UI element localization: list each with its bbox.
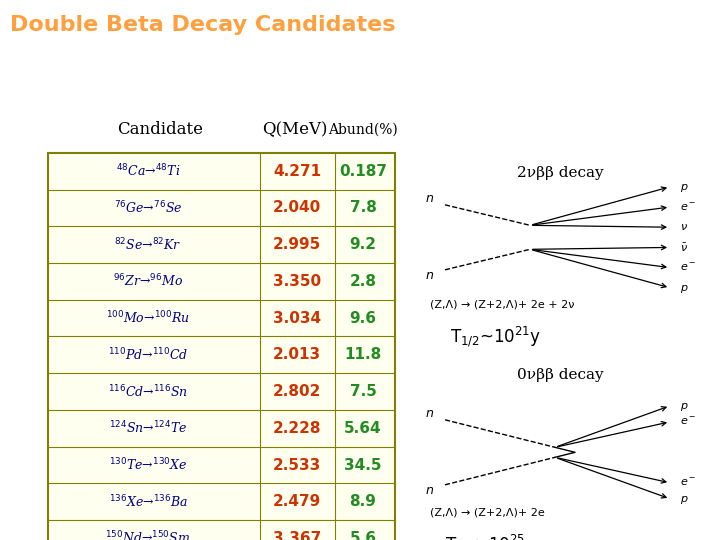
Text: 2.533: 2.533 xyxy=(273,457,321,472)
Text: p: p xyxy=(680,182,687,192)
Text: 2.040: 2.040 xyxy=(273,200,321,215)
Text: $^{130}$Te→$^{130}$Xe: $^{130}$Te→$^{130}$Xe xyxy=(109,457,187,473)
Text: n: n xyxy=(426,484,434,497)
Text: 2.013: 2.013 xyxy=(273,347,321,362)
Text: $^{82}$Se→$^{82}$Kr: $^{82}$Se→$^{82}$Kr xyxy=(114,237,181,253)
Text: 34.5: 34.5 xyxy=(344,457,382,472)
Text: 9.6: 9.6 xyxy=(349,310,377,326)
Text: 8.9: 8.9 xyxy=(350,494,377,509)
Text: 2.802: 2.802 xyxy=(273,384,321,399)
Text: $^{116}$Cd→$^{116}$Sn: $^{116}$Cd→$^{116}$Sn xyxy=(108,383,188,400)
Text: 2.228: 2.228 xyxy=(273,421,321,436)
Text: $^{96}$Zr→$^{96}$Mo: $^{96}$Zr→$^{96}$Mo xyxy=(113,273,183,289)
Text: 5.64: 5.64 xyxy=(344,421,382,436)
Text: 2.479: 2.479 xyxy=(273,494,321,509)
Text: T$_{1/2}$~10$^{21}$y: T$_{1/2}$~10$^{21}$y xyxy=(450,325,541,349)
Bar xyxy=(48,153,395,540)
Text: 3.350: 3.350 xyxy=(273,274,321,289)
Text: e$^-$: e$^-$ xyxy=(680,201,696,213)
Text: 3.034: 3.034 xyxy=(273,310,321,326)
Text: T$_{1/2}$>10$^{25}$y: T$_{1/2}$>10$^{25}$y xyxy=(445,532,536,540)
Text: (Z,Λ) → (Z+2,Λ)+ 2e + 2ν: (Z,Λ) → (Z+2,Λ)+ 2e + 2ν xyxy=(430,300,575,310)
Text: n: n xyxy=(426,407,434,420)
Text: $\bar{\nu}$: $\bar{\nu}$ xyxy=(680,241,688,253)
Text: p: p xyxy=(680,401,687,411)
Text: $^{124}$Sn→$^{124}$Te: $^{124}$Sn→$^{124}$Te xyxy=(109,420,187,436)
Text: 7.5: 7.5 xyxy=(350,384,377,399)
Text: Candidate: Candidate xyxy=(117,122,203,138)
Text: 2νββ decay: 2νββ decay xyxy=(517,166,603,180)
Text: (Z,Λ) → (Z+2,Λ)+ 2e: (Z,Λ) → (Z+2,Λ)+ 2e xyxy=(430,508,545,518)
Text: $\nu$: $\nu$ xyxy=(680,222,688,232)
Text: e$^-$: e$^-$ xyxy=(680,416,696,427)
Text: 11.8: 11.8 xyxy=(344,347,382,362)
Text: 3.367: 3.367 xyxy=(273,531,321,540)
Text: Abund(%): Abund(%) xyxy=(328,123,398,137)
Text: $^{100}$Mo→$^{100}$Ru: $^{100}$Mo→$^{100}$Ru xyxy=(106,310,190,326)
Text: p: p xyxy=(680,494,687,504)
Text: n: n xyxy=(426,192,434,205)
Text: e$^-$: e$^-$ xyxy=(680,477,696,488)
Text: 0νββ decay: 0νββ decay xyxy=(517,368,603,382)
Text: $^{48}$Ca→$^{48}$Ti: $^{48}$Ca→$^{48}$Ti xyxy=(116,163,180,179)
Text: p: p xyxy=(680,283,687,293)
Text: 2.8: 2.8 xyxy=(349,274,377,289)
Text: $^{150}$Nd→$^{150}$Sm: $^{150}$Nd→$^{150}$Sm xyxy=(105,530,191,540)
Text: n: n xyxy=(426,269,434,282)
Text: e$^-$: e$^-$ xyxy=(680,262,696,273)
Text: 2.995: 2.995 xyxy=(273,237,321,252)
Text: 5.6: 5.6 xyxy=(349,531,377,540)
Text: $^{136}$Xe→$^{136}$Ba: $^{136}$Xe→$^{136}$Ba xyxy=(109,494,187,510)
Text: 4.271: 4.271 xyxy=(273,164,321,179)
Text: 7.8: 7.8 xyxy=(350,200,377,215)
Text: Double Beta Decay Candidates: Double Beta Decay Candidates xyxy=(10,15,395,35)
Text: Q(MeV): Q(MeV) xyxy=(262,122,328,138)
Text: 0.187: 0.187 xyxy=(339,164,387,179)
Text: $^{110}$Pd→$^{110}$Cd: $^{110}$Pd→$^{110}$Cd xyxy=(108,347,188,363)
Text: $^{76}$Ge→$^{76}$Se: $^{76}$Ge→$^{76}$Se xyxy=(114,200,182,216)
Text: 9.2: 9.2 xyxy=(349,237,377,252)
